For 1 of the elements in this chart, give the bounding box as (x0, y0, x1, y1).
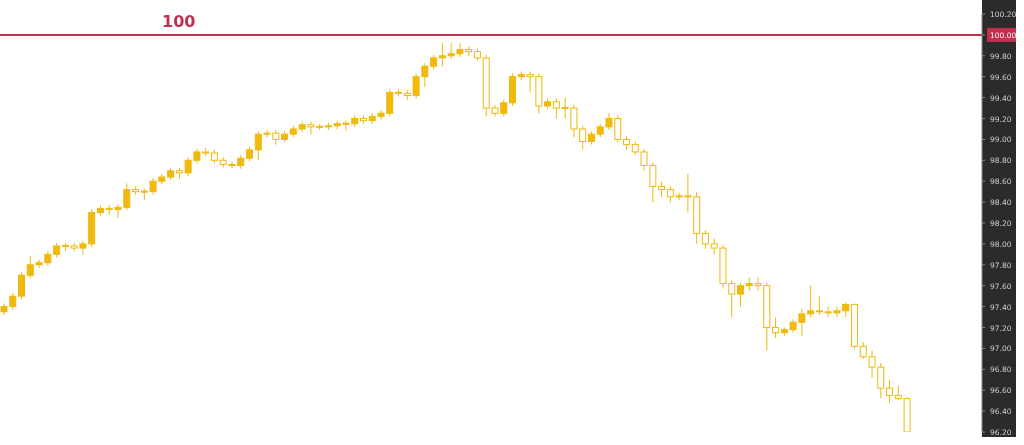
ref-line-label: 100 (162, 11, 196, 31)
